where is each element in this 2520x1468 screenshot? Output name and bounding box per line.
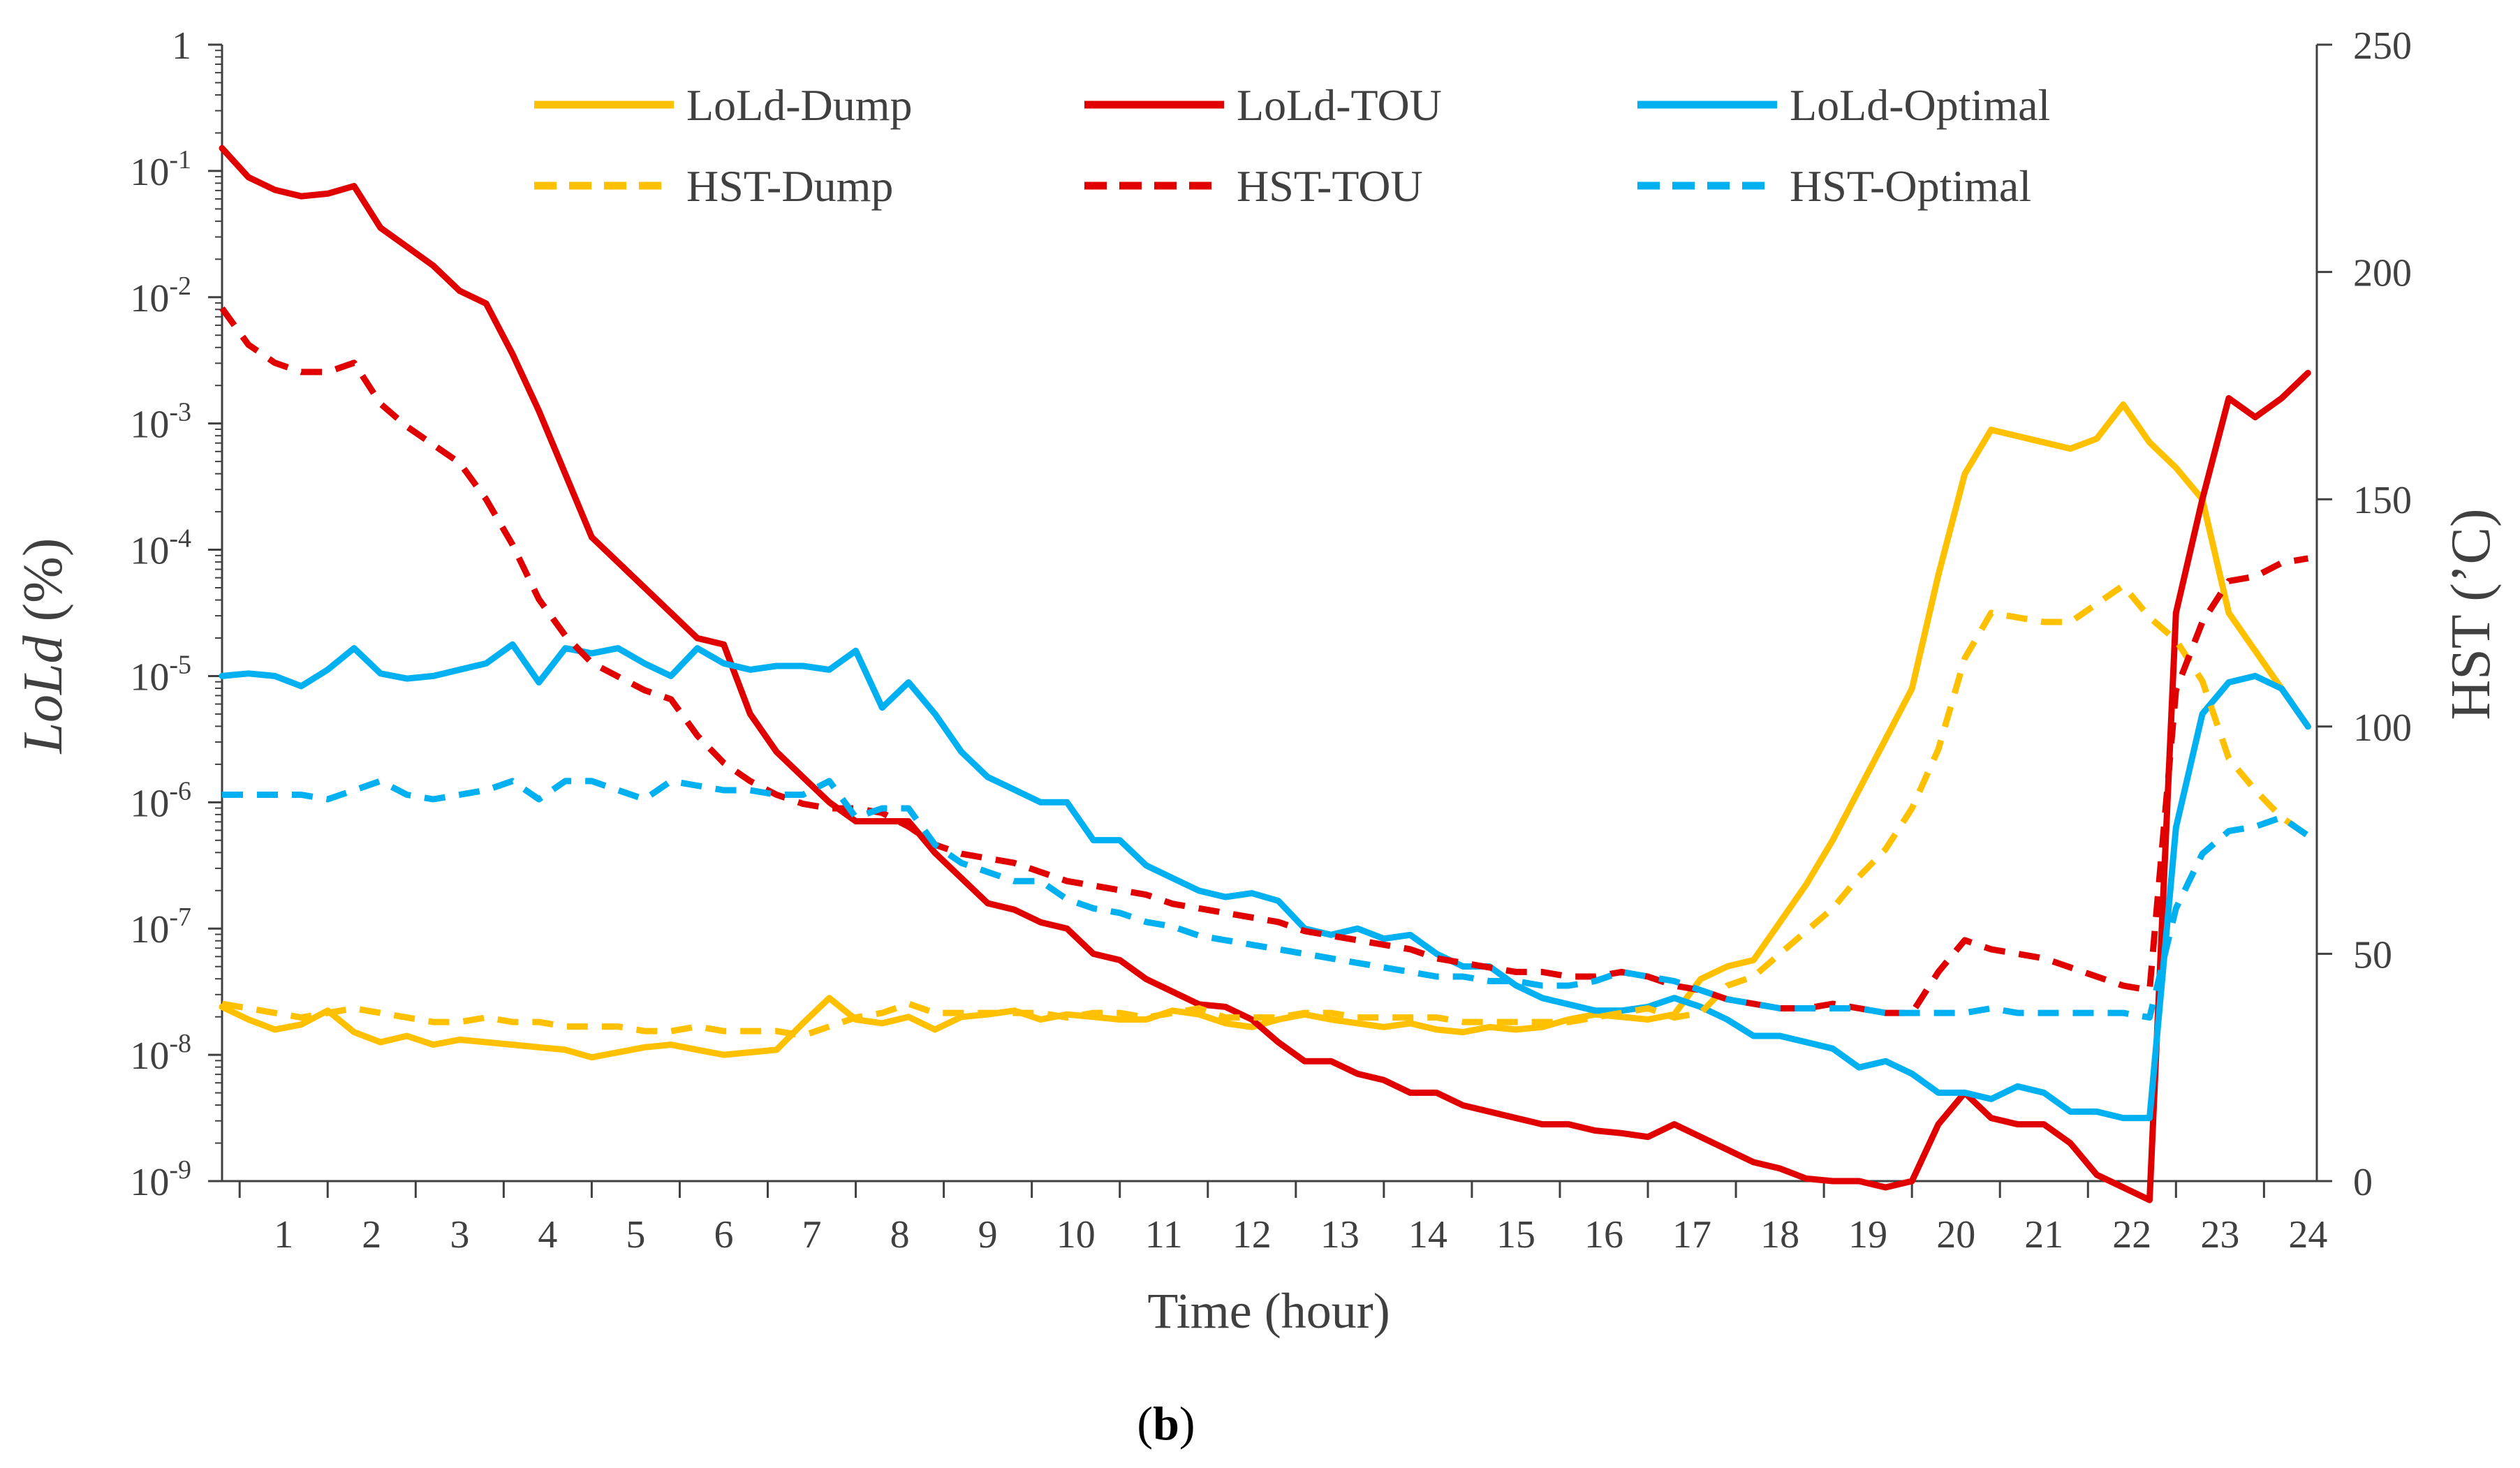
caption-open: ( (1137, 1397, 1153, 1450)
left-y-tick-label: 10-4 (130, 524, 191, 573)
left-y-tick-label: 10-3 (130, 398, 191, 447)
x-tick-label: 6 (714, 1213, 733, 1256)
left-y-tick-exponent: -1 (169, 145, 191, 175)
series-line-lold-optimal (219, 641, 2311, 1122)
series-line-hst-tou (219, 306, 2309, 1016)
x-tick-label: 9 (978, 1213, 998, 1256)
x-tick-label: 18 (1760, 1213, 1799, 1256)
left-y-tick-base: 10 (130, 277, 169, 320)
x-axis-ticks: 1 2 3 4 5 6 7 8 9 10 11 12 13 14 15 16 17 18 19 20 21 22 23 24 (238, 1181, 2327, 1256)
x-tick-label: 19 (1848, 1213, 1887, 1256)
left-y-tick-label: 10-6 (130, 776, 191, 825)
left-y-axis-title: LoLd (%) (13, 538, 74, 755)
left-y-tick-base: 10 (130, 151, 169, 194)
left-y-tick-base: 1 (172, 24, 191, 68)
left-y-tick-label: 10-8 (130, 1029, 191, 1078)
legend-label-hst-optimal: HST-Optimal (1790, 161, 2031, 211)
right-y-tick-label: 100 (2353, 706, 2412, 750)
left-y-tick-label: 10-2 (130, 272, 191, 320)
left-y-tick-label: 10-5 (130, 650, 191, 699)
x-tick-label: 23 (2200, 1213, 2239, 1256)
x-tick-label: 3 (450, 1213, 469, 1256)
legend-label-lold-dump: LoLd-Dump (686, 80, 913, 130)
caption-letter: b (1153, 1397, 1179, 1450)
left-y-tick-label: 10-7 (130, 903, 191, 951)
left-y-tick-exponent: -5 (169, 650, 191, 679)
right-y-tick-label: 150 (2353, 479, 2412, 522)
x-tick-label: 10 (1056, 1213, 1096, 1256)
x-tick-label: 15 (1496, 1213, 1535, 1256)
left-y-tick-exponent: -6 (169, 776, 191, 806)
series-line-hst-dump (221, 582, 2310, 1039)
x-tick-label: 13 (1320, 1213, 1360, 1256)
x-tick-label: 21 (2024, 1213, 2063, 1256)
left-y-tick-base: 10 (130, 1161, 169, 1204)
x-tick-label: 12 (1232, 1213, 1272, 1256)
axes (221, 45, 2318, 1182)
left-y-tick-label: 10-9 (130, 1155, 191, 1204)
left-y-axis-title-rest: (%) (13, 538, 74, 636)
right-y-tick-label: 50 (2353, 933, 2392, 977)
left-y-tick-base: 10 (130, 1035, 169, 1078)
x-tick-label: 5 (626, 1213, 645, 1256)
x-tick-label: 8 (890, 1213, 910, 1256)
legend: LoLd-Dump LoLd-TOU LoLd-Optimal HST-Dump HST… (534, 80, 2050, 211)
caption-close: ) (1179, 1397, 1195, 1450)
left-y-axis-ticks: 10-910-810-710-610-510-410-310-210-11 (130, 24, 222, 1204)
x-tick-label: 11 (1145, 1213, 1183, 1256)
x-tick-label: 4 (538, 1213, 557, 1256)
right-y-axis-title: HST (’C) (2440, 509, 2502, 720)
series-lines (219, 144, 2311, 1203)
right-y-tick-label: 0 (2353, 1161, 2373, 1204)
right-y-axis-ticks: 0 50 100 150 200 250 (2317, 24, 2412, 1204)
x-tick-label: 22 (2112, 1213, 2151, 1256)
left-y-tick-exponent: -4 (169, 524, 191, 554)
x-tick-label: 14 (1408, 1213, 1447, 1256)
legend-label-hst-dump: HST-Dump (686, 161, 893, 211)
legend-label-lold-optimal: LoLd-Optimal (1790, 80, 2050, 130)
legend-label-hst-tou: HST-TOU (1237, 161, 1423, 211)
left-y-tick-base: 10 (130, 908, 169, 951)
x-axis-title: Time (hour) (1147, 1283, 1390, 1339)
x-tick-label: 2 (362, 1213, 381, 1256)
left-y-tick-base: 10 (130, 403, 169, 447)
x-tick-label: 24 (2288, 1213, 2327, 1256)
left-y-tick-base: 10 (130, 530, 169, 573)
figure-caption: (b) (1137, 1397, 1195, 1450)
left-y-tick-label: 1 (172, 24, 191, 68)
left-y-tick-base: 10 (130, 655, 169, 699)
left-y-tick-base: 10 (130, 782, 169, 825)
x-tick-label: 17 (1672, 1213, 1711, 1256)
right-y-tick-label: 200 (2353, 252, 2412, 295)
x-tick-label: 7 (802, 1213, 822, 1256)
left-y-tick-exponent: -8 (169, 1029, 191, 1058)
series-line-lold-dump (219, 401, 2311, 1061)
left-y-tick-exponent: -9 (169, 1155, 191, 1185)
left-y-tick-exponent: -2 (169, 272, 191, 301)
left-y-tick-exponent: -7 (169, 903, 191, 932)
left-y-axis-title-italic: LoLd (13, 635, 74, 754)
legend-label-lold-tou: LoLd-TOU (1237, 80, 1442, 130)
left-y-tick-exponent: -3 (169, 398, 191, 427)
left-y-tick-label: 10-1 (130, 145, 191, 194)
x-tick-label: 20 (1936, 1213, 1975, 1256)
series-line-lold-tou (219, 144, 2311, 1203)
x-tick-label: 16 (1584, 1213, 1623, 1256)
series-line-hst-optimal (222, 778, 2310, 1021)
x-tick-label: 1 (274, 1213, 293, 1256)
right-y-tick-label: 250 (2353, 24, 2412, 68)
